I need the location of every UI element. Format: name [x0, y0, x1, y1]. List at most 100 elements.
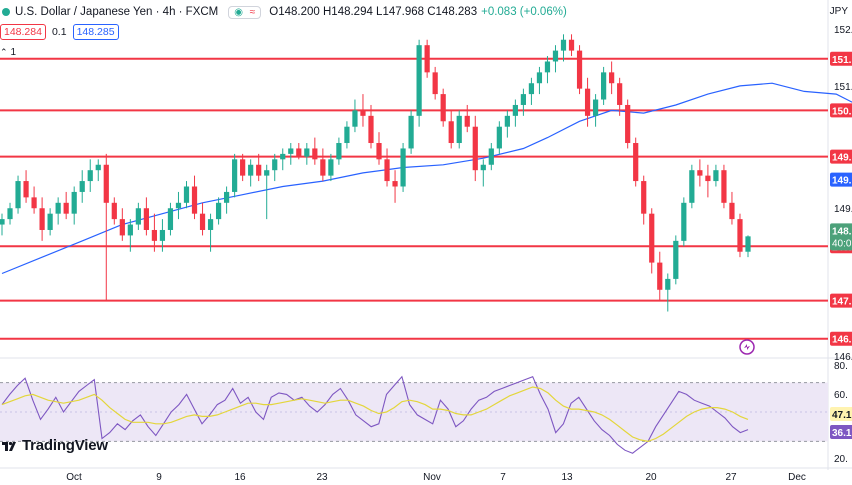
time-axis-label-8: 20 — [645, 472, 657, 483]
candle-body-54 — [432, 72, 438, 95]
spread-value: 0.1 — [51, 26, 67, 38]
visibility-pill[interactable]: ◉ ≈ — [228, 5, 262, 19]
currency-label[interactable]: JPY — [829, 6, 848, 17]
candle-body-59 — [472, 126, 478, 171]
candle-body-55 — [440, 94, 446, 122]
ohlc-values: O148.200 H148.294 L147.968 C148.283 — [269, 6, 478, 18]
price-axis-label-2: 149. — [834, 204, 852, 215]
candle-body-63 — [504, 115, 510, 127]
ma-tag-text: 149. — [832, 176, 852, 187]
candle-body-36 — [288, 148, 294, 154]
candle-body-47 — [376, 143, 382, 160]
candle-body-26 — [207, 219, 214, 230]
candle-body-93 — [745, 236, 751, 252]
time-axis-label-2: 9 — [156, 472, 162, 483]
level-tag-0 — [830, 51, 852, 66]
candle-body-48 — [384, 159, 390, 182]
candle-body-64 — [512, 104, 518, 116]
candle-body-3 — [23, 181, 29, 198]
chart-header: U.S. Dollar / Japanese Yen · 4h · FXCM ◉… — [0, 3, 567, 21]
candle-body-79 — [633, 143, 639, 182]
price-axis-label-0: 152. — [834, 25, 852, 36]
candle-body-86 — [689, 170, 695, 203]
time-axis-label-3: 16 — [234, 472, 246, 483]
level-tag-text-1: 150. — [832, 106, 852, 117]
candle-body-44 — [352, 110, 358, 127]
candle-body-76 — [609, 72, 615, 84]
price-axis[interactable]: 151. 150. 149. 148. 147. 146. 152. 151. 149. 146.… — [830, 25, 852, 465]
indicator-toggle[interactable]: ⌃ 1 — [0, 47, 16, 58]
rsi-axis-label-2: 20. — [834, 454, 848, 465]
rsi-axis-label-0: 80. — [834, 361, 848, 372]
time-axis-label-7: 13 — [561, 472, 573, 483]
candle-body-29 — [232, 159, 238, 192]
candle-body-17 — [135, 208, 141, 225]
level-tag-4 — [830, 293, 852, 308]
candle-body-69 — [552, 50, 559, 62]
candle-body-74 — [592, 99, 599, 116]
candlesticks — [0, 34, 751, 312]
candle-body-71 — [568, 39, 575, 51]
symbol-title[interactable]: U.S. Dollar / Japanese Yen · 4h · FXCM — [15, 6, 219, 18]
rsi-tag-text: 36.1 — [832, 428, 852, 439]
candle-body-10 — [79, 181, 85, 192]
candle-body-8 — [63, 202, 69, 214]
candle-body-85 — [681, 202, 687, 241]
level-tag-text-4: 147. — [832, 297, 852, 308]
candle-body-16 — [127, 224, 133, 236]
candle-body-31 — [248, 164, 254, 176]
candle-body-91 — [729, 202, 735, 220]
eye-icon[interactable]: ◉ — [234, 6, 243, 18]
rsi-band — [0, 382, 828, 442]
candle-body-73 — [584, 88, 591, 116]
wave-icon[interactable]: ≈ — [249, 6, 256, 18]
candle-body-61 — [488, 148, 494, 165]
candle-body-57 — [456, 115, 462, 144]
candle-body-4 — [31, 197, 37, 209]
price-change: +0.083 (+0.06%) — [481, 6, 567, 18]
candle-body-27 — [215, 202, 222, 220]
sell-button[interactable]: 148.284 — [0, 24, 46, 40]
candle-body-84 — [673, 240, 679, 279]
candle-body-11 — [87, 170, 93, 182]
level-tag-text-5: 146. — [832, 335, 852, 346]
tradingview-logo[interactable]: TradingView — [2, 437, 108, 454]
candle-body-0 — [0, 219, 5, 225]
tradingview-spark-icon[interactable] — [739, 339, 755, 355]
candle-body-9 — [71, 191, 77, 214]
candle-body-75 — [601, 72, 607, 100]
candle-body-46 — [368, 115, 374, 144]
candle-body-22 — [175, 202, 182, 209]
candle-body-5 — [39, 208, 45, 230]
candle-body-67 — [536, 72, 543, 84]
candle-body-60 — [480, 164, 486, 171]
candle-body-21 — [167, 208, 174, 230]
logo-text: TradingView — [22, 437, 108, 454]
price-tag — [830, 223, 852, 251]
candle-body-53 — [424, 45, 430, 73]
candle-body-82 — [657, 262, 663, 290]
candle-body-43 — [344, 126, 350, 144]
candle-body-23 — [183, 186, 190, 203]
candle-body-49 — [392, 181, 398, 187]
candle-body-68 — [544, 61, 551, 73]
candle-body-83 — [665, 278, 671, 290]
candle-body-37 — [296, 148, 302, 157]
candle-body-41 — [328, 159, 334, 176]
candle-body-39 — [312, 148, 318, 160]
candle-body-34 — [272, 159, 278, 171]
candle-body-25 — [199, 213, 206, 230]
candle-body-33 — [264, 170, 270, 176]
level-tag-text-0: 151. — [832, 55, 852, 66]
candle-body-7 — [55, 202, 61, 214]
time-axis[interactable]: Oct 9 16 23 Nov 7 13 20 27 Dec — [66, 472, 806, 483]
candle-body-12 — [95, 164, 101, 171]
candle-body-92 — [737, 219, 743, 252]
candle-body-28 — [223, 191, 230, 203]
buy-button[interactable]: 148.285 — [72, 24, 119, 40]
candle-body-62 — [496, 126, 502, 149]
rsi-ma-tag — [830, 407, 852, 421]
chevron-up-icon[interactable]: ⌃ — [0, 47, 8, 57]
level-tag-text-2: 149. — [832, 153, 852, 164]
